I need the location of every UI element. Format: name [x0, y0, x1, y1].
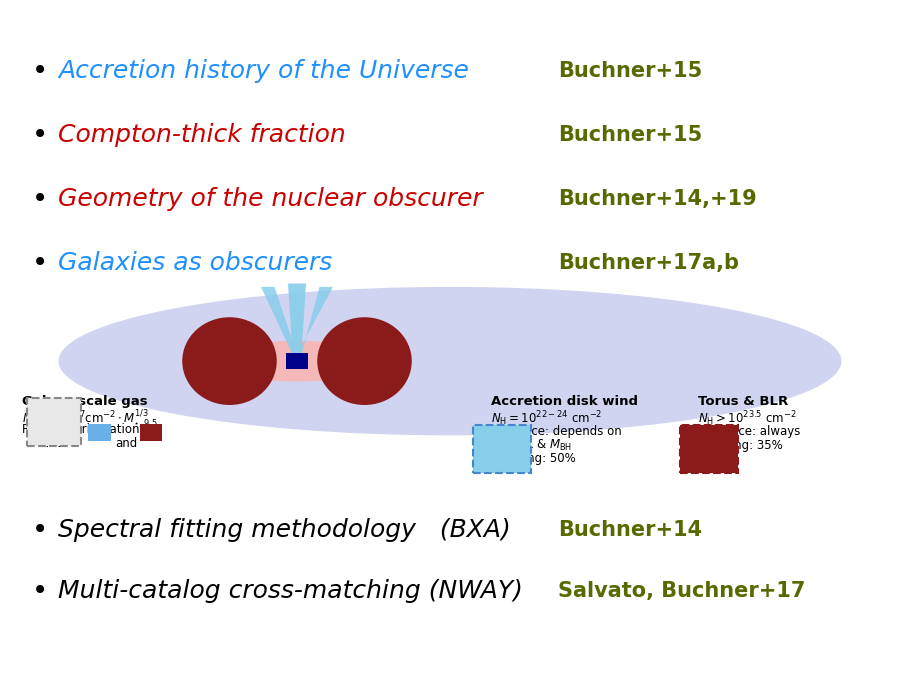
Text: $N_{\rm H} > 10^{23.5}\ {\rm cm}^{-2}$: $N_{\rm H} > 10^{23.5}\ {\rm cm}^{-2}$ [698, 410, 796, 429]
Ellipse shape [58, 287, 842, 435]
Text: Compton-thick fraction: Compton-thick fraction [58, 123, 346, 147]
Text: Galaxies as obscurers: Galaxies as obscurers [58, 251, 333, 275]
Text: Geometry of the nuclear obscurer: Geometry of the nuclear obscurer [58, 187, 483, 211]
Text: covering: 50%: covering: 50% [491, 452, 575, 465]
Ellipse shape [198, 341, 396, 381]
Text: Spectral fitting methodology   (BXA): Spectral fitting methodology (BXA) [58, 518, 511, 542]
Text: Buchner+15: Buchner+15 [558, 125, 702, 145]
Polygon shape [297, 287, 333, 354]
Text: Torus & BLR: Torus & BLR [698, 395, 788, 408]
Text: presence: depends on: presence: depends on [491, 425, 621, 437]
FancyBboxPatch shape [286, 353, 308, 369]
Text: $L$ & $M_{\rm BH}$: $L$ & $M_{\rm BH}$ [526, 438, 572, 453]
Text: Buchner+15: Buchner+15 [558, 61, 702, 81]
Text: •: • [32, 576, 49, 605]
Text: Buchner+17a,b: Buchner+17a,b [558, 253, 739, 273]
Text: •: • [32, 516, 49, 544]
FancyBboxPatch shape [472, 425, 531, 472]
Text: Galaxy-scale gas: Galaxy-scale gas [22, 395, 148, 408]
Text: Random orientation: Random orientation [22, 423, 140, 436]
Text: •: • [32, 185, 49, 213]
Ellipse shape [317, 317, 412, 405]
Text: Multi-catalog cross-matching (NWAY): Multi-catalog cross-matching (NWAY) [58, 578, 524, 603]
Text: Salvato, Buchner+17: Salvato, Buchner+17 [558, 580, 806, 601]
Text: Buchner+14: Buchner+14 [558, 520, 702, 540]
Text: Accretion history of the Universe: Accretion history of the Universe [58, 59, 470, 83]
Text: •: • [32, 121, 49, 149]
Text: Buchner+14,+19: Buchner+14,+19 [558, 189, 757, 209]
Text: and: and [115, 437, 138, 450]
FancyBboxPatch shape [27, 398, 81, 446]
Text: •: • [32, 57, 49, 85]
FancyBboxPatch shape [680, 425, 738, 472]
Text: Accretion disk wind: Accretion disk wind [491, 395, 637, 408]
Text: w.r.t.: w.r.t. [38, 437, 67, 450]
Ellipse shape [182, 317, 277, 405]
Polygon shape [288, 284, 306, 354]
Text: $N_{\rm H} = 10^{22-24}\ {\rm cm}^{-2}$: $N_{\rm H} = 10^{22-24}\ {\rm cm}^{-2}$ [491, 410, 602, 429]
FancyBboxPatch shape [140, 424, 162, 441]
Polygon shape [261, 287, 297, 354]
FancyBboxPatch shape [88, 424, 111, 441]
Text: presence: always: presence: always [698, 425, 800, 437]
Text: covering: 35%: covering: 35% [698, 439, 782, 452]
Text: $N_{\rm H} = 10^{21.7}{\rm cm}^{-2} \cdot M_{\star,9.5}^{1/3}$: $N_{\rm H} = 10^{21.7}{\rm cm}^{-2} \cdo… [22, 408, 158, 431]
Text: •: • [32, 249, 49, 277]
